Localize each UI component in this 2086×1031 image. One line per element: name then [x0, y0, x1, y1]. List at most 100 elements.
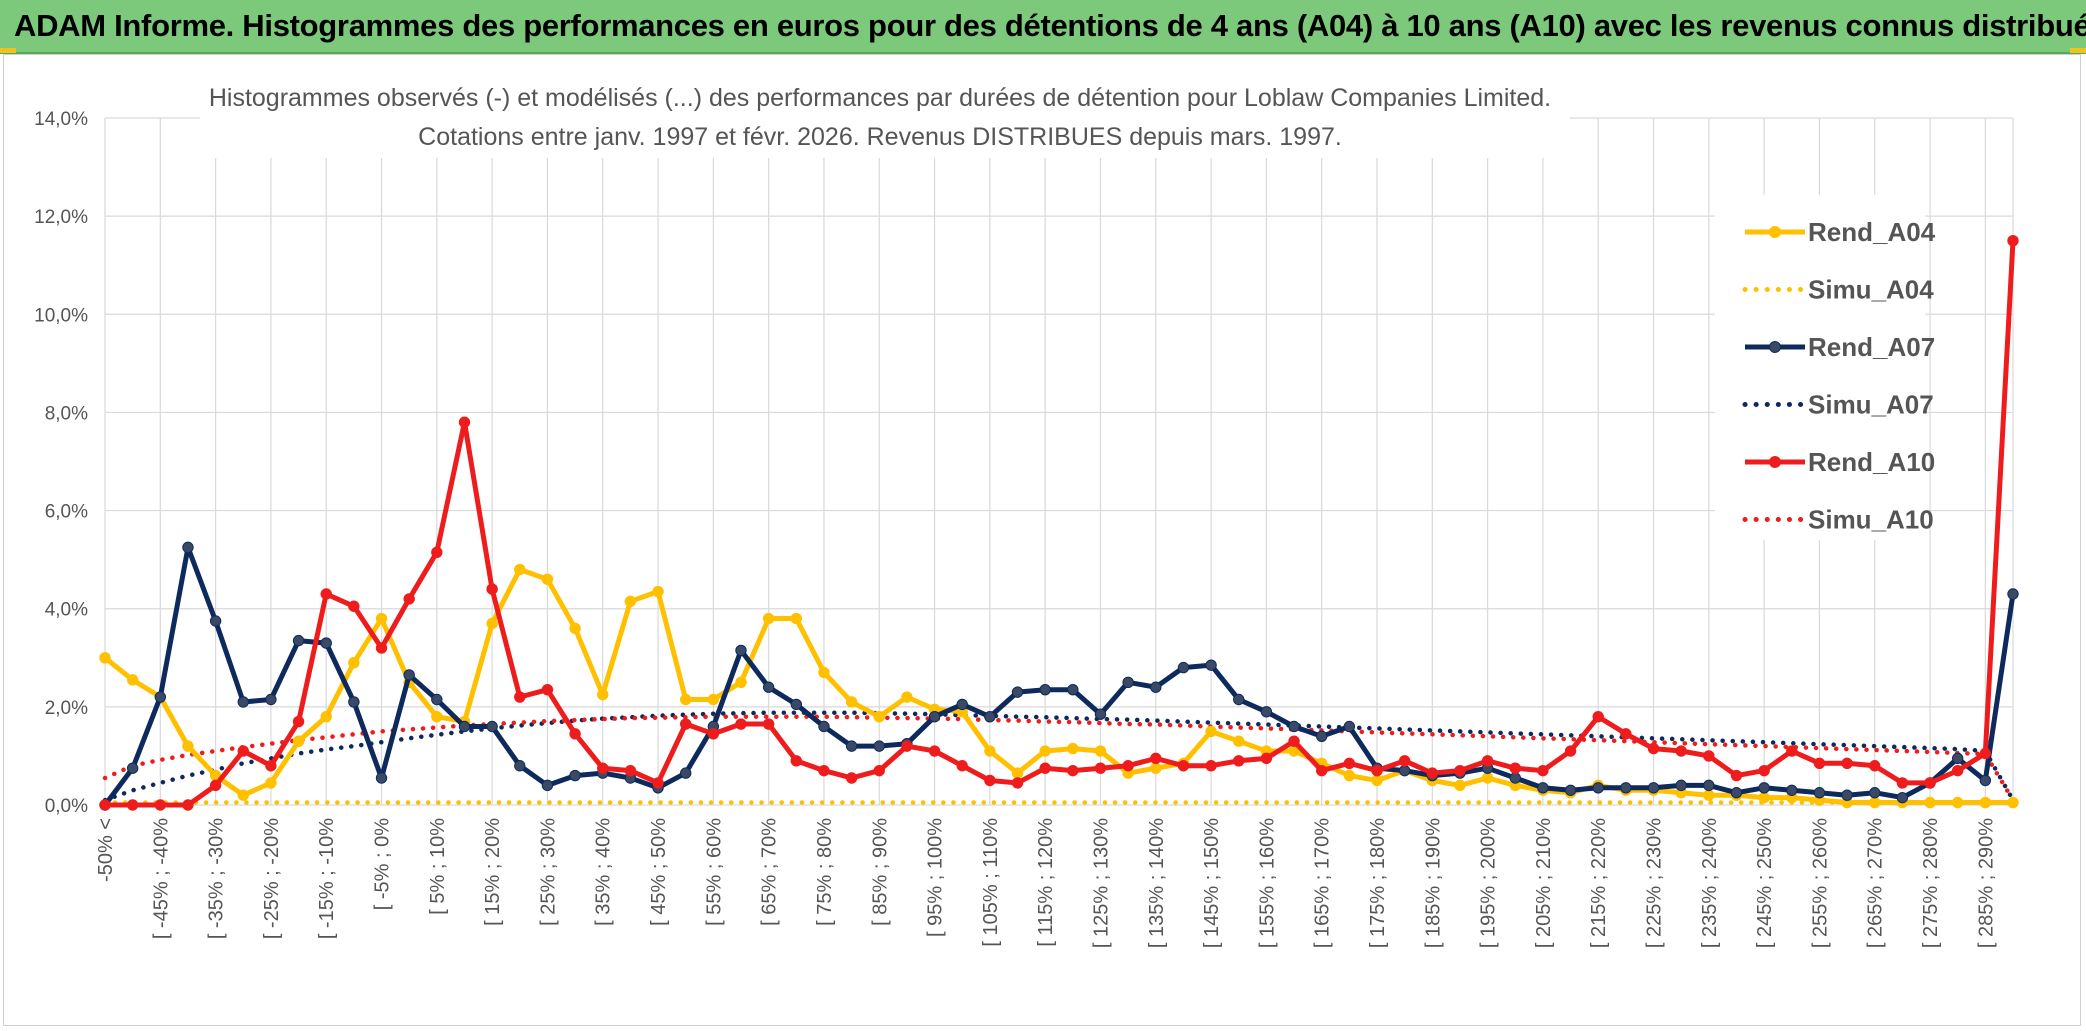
- y-tick-label: 14,0%: [34, 109, 88, 130]
- data-point: [458, 416, 471, 428]
- data-point: [1758, 791, 1770, 804]
- data-point: [1813, 787, 1826, 799]
- x-tick-label: [ 185% ; 190%: [1422, 818, 1444, 948]
- data-point: [2007, 796, 2019, 809]
- data-point: [1675, 745, 1687, 757]
- data-point: [2007, 588, 2019, 600]
- data-point: [375, 642, 388, 654]
- x-tick-label: [ 15% ; 20%: [482, 818, 504, 926]
- data-point: [1979, 796, 1992, 809]
- data-point: [431, 710, 443, 723]
- x-tick-label: [ 175% ; 180%: [1367, 818, 1389, 948]
- data-point: [1841, 757, 1853, 769]
- data-point: [486, 617, 498, 630]
- legend-label: Simu_A07: [1808, 390, 1934, 420]
- data-point: [1205, 725, 1217, 738]
- data-point: [292, 634, 305, 647]
- legend-label: Rend_A07: [1808, 332, 1935, 362]
- data-point: [1786, 784, 1798, 796]
- data-point: [1675, 779, 1687, 792]
- data-point: [1537, 782, 1549, 794]
- data-point: [1841, 789, 1853, 801]
- data-point: [569, 769, 581, 782]
- legend-marker: [1769, 226, 1781, 238]
- data-point: [984, 745, 996, 757]
- data-point: [1260, 706, 1273, 718]
- legend-item-Rend_A04: Rend_A04: [1745, 217, 1936, 247]
- series-line-Rend_A10: [105, 240, 2016, 808]
- data-point: [458, 720, 471, 733]
- series-Rend_A10: [99, 234, 2019, 811]
- banner-corner-left: [0, 48, 16, 53]
- data-point: [1039, 762, 1051, 774]
- data-point: [735, 718, 747, 730]
- series-line-Simu_A10: [102, 714, 2016, 803]
- data-point: [431, 546, 443, 558]
- data-point: [1233, 693, 1245, 706]
- data-point: [403, 669, 415, 681]
- data-point: [707, 693, 720, 706]
- x-tick-label: [ -15% ; -10%: [316, 818, 338, 939]
- data-point: [1647, 782, 1660, 794]
- series-line-Rend_A07: [103, 544, 2016, 807]
- data-point: [1869, 796, 1881, 809]
- data-point: [762, 718, 775, 730]
- data-point: [1343, 769, 1356, 782]
- x-tick-label: [ 285% ; 290%: [1975, 818, 1997, 948]
- data-point: [652, 777, 664, 789]
- y-tick-label: 0,0%: [45, 796, 88, 817]
- data-point: [265, 777, 277, 789]
- data-point: [873, 764, 885, 777]
- data-point: [375, 612, 388, 625]
- data-point: [956, 698, 968, 711]
- y-tick-label: 6,0%: [45, 502, 88, 523]
- y-axis: 0,0% 2,0% 4,0% 6,0% 8,0% 10,0% 12,0% 14,0%: [34, 109, 88, 817]
- data-point: [1951, 764, 1964, 777]
- x-tick-label: [ 125% ; 130%: [1090, 818, 1112, 948]
- data-point: [1039, 683, 1051, 696]
- data-point: [99, 799, 111, 811]
- data-point: [1343, 757, 1356, 769]
- data-point: [873, 740, 885, 752]
- data-point: [1371, 774, 1383, 787]
- data-point: [1951, 796, 1964, 809]
- data-point: [679, 693, 692, 706]
- legend-marker: [1769, 456, 1781, 468]
- data-point: [126, 799, 139, 811]
- data-point: [569, 728, 581, 740]
- chart-title-background: [200, 78, 1570, 158]
- chart-title-line-1: Histogrammes observés (-) et modélisés (…: [209, 84, 1551, 112]
- data-point: [624, 764, 637, 777]
- data-point: [265, 760, 277, 772]
- data-point: [1620, 782, 1632, 794]
- data-point: [652, 585, 664, 598]
- data-point: [126, 762, 139, 774]
- data-point: [1094, 708, 1107, 720]
- x-tick-label: [ -35% ; -30%: [206, 818, 228, 939]
- data-point: [790, 612, 803, 625]
- data-point: [541, 683, 554, 696]
- data-point: [1067, 683, 1079, 696]
- x-tick-label: [ 195% ; 200%: [1478, 818, 1500, 948]
- data-point: [597, 688, 609, 701]
- data-point: [292, 715, 305, 728]
- data-point: [1758, 782, 1770, 794]
- data-point: [348, 656, 360, 669]
- data-point: [901, 691, 913, 703]
- data-point: [1592, 782, 1604, 794]
- legend-item-Rend_A07: Rend_A07: [1745, 332, 1935, 362]
- data-point: [1564, 745, 1577, 757]
- data-point: [348, 696, 360, 708]
- data-point: [403, 593, 415, 605]
- data-point: [679, 718, 692, 730]
- data-point: [1233, 755, 1245, 767]
- data-point: [1122, 676, 1134, 689]
- data-point: [1592, 710, 1604, 723]
- data-point: [1509, 772, 1521, 784]
- data-point: [1730, 769, 1743, 782]
- data-point: [2007, 234, 2019, 247]
- data-point: [1896, 777, 1909, 789]
- data-point: [209, 779, 222, 792]
- legend: Rend_A04 Simu_A04 Rend_A07 Simu_A07 Rend_A10…: [1715, 195, 1936, 540]
